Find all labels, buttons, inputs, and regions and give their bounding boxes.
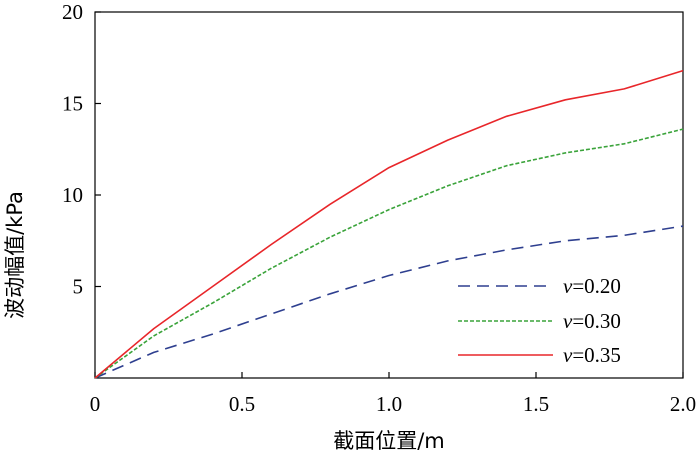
- y-tick-label: 20: [62, 0, 83, 24]
- series-layer: [94, 69, 684, 379]
- y-tick-label: 10: [62, 183, 83, 207]
- y-tick-label: 5: [73, 275, 84, 299]
- series-line-v-0-35: [94, 69, 684, 379]
- x-axis: 0 0.5 1.0 1.5 2.0: [90, 372, 696, 416]
- legend-label: v=0.30: [563, 309, 621, 333]
- legend-label: v=0.35: [563, 343, 621, 367]
- x-tick-label: 0: [90, 392, 101, 416]
- y-axis-title: 波动幅值/kPa: [3, 191, 27, 319]
- series-line-v-0-30: [94, 128, 684, 379]
- y-tick-label: 15: [62, 92, 83, 116]
- y-axis: 5 10 15 20: [62, 0, 101, 299]
- x-tick-label: 2.0: [670, 392, 696, 416]
- legend-label: v=0.20: [563, 274, 621, 298]
- x-tick-label: 0.5: [229, 392, 255, 416]
- legend: v=0.20 v=0.30 v=0.35: [458, 274, 621, 367]
- series-line-v-0-20: [94, 225, 684, 379]
- x-tick-label: 1.5: [523, 392, 549, 416]
- x-axis-title: 截面位置/m: [333, 429, 445, 453]
- x-tick-label: 1.0: [376, 392, 402, 416]
